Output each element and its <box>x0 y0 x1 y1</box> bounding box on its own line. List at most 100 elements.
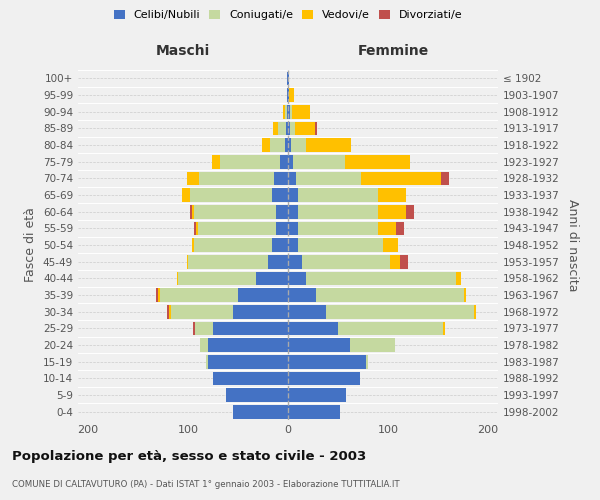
Bar <box>290 105 292 118</box>
Bar <box>288 288 316 302</box>
Bar <box>406 205 414 218</box>
Bar <box>213 322 288 335</box>
Bar <box>256 272 288 285</box>
Bar <box>233 405 288 418</box>
Bar <box>288 388 346 402</box>
Text: Maschi: Maschi <box>156 44 210 59</box>
Bar <box>198 222 276 235</box>
Bar <box>288 272 306 285</box>
Bar <box>474 305 476 318</box>
Bar <box>298 222 378 235</box>
Text: Femmine: Femmine <box>358 44 428 59</box>
Text: COMUNE DI CALTAVUTURO (PA) - Dati ISTAT 1° gennaio 2003 - Elaborazione TUTTITALI: COMUNE DI CALTAVUTURO (PA) - Dati ISTAT … <box>12 480 400 489</box>
Bar <box>378 222 396 235</box>
Bar <box>361 172 441 185</box>
Bar <box>285 105 287 118</box>
Bar <box>276 205 288 218</box>
Bar <box>286 122 288 135</box>
Bar <box>288 72 289 85</box>
Bar <box>287 72 288 85</box>
Bar <box>378 188 406 202</box>
Bar <box>338 322 443 335</box>
Bar <box>208 338 288 352</box>
Y-axis label: Anni di nascita: Anni di nascita <box>566 198 579 291</box>
Bar <box>288 88 289 102</box>
Bar <box>208 355 288 368</box>
Bar <box>288 105 290 118</box>
Bar <box>238 288 288 302</box>
Bar <box>194 205 276 218</box>
Bar <box>326 305 474 318</box>
Bar <box>280 155 288 168</box>
Bar <box>192 238 194 252</box>
Bar <box>350 338 395 352</box>
Bar <box>316 288 464 302</box>
Bar <box>206 355 208 368</box>
Bar <box>302 255 390 268</box>
Bar <box>287 88 288 102</box>
Bar <box>288 372 360 385</box>
Bar <box>295 122 315 135</box>
Bar <box>226 388 288 402</box>
Bar <box>194 222 196 235</box>
Bar <box>193 322 195 335</box>
Bar <box>288 305 326 318</box>
Bar <box>276 222 288 235</box>
Bar <box>296 172 361 185</box>
Bar <box>288 122 290 135</box>
Bar <box>315 122 317 135</box>
Bar <box>274 172 288 185</box>
Bar <box>158 288 160 302</box>
Bar <box>288 222 298 235</box>
Bar <box>278 122 286 135</box>
Bar <box>289 88 294 102</box>
Bar <box>220 155 280 168</box>
Bar <box>288 155 293 168</box>
Bar <box>400 255 408 268</box>
Bar <box>306 138 351 152</box>
Bar <box>283 105 285 118</box>
Bar <box>292 105 310 118</box>
Bar <box>306 272 456 285</box>
Bar <box>233 305 288 318</box>
Bar <box>443 322 445 335</box>
Bar <box>272 188 288 202</box>
Bar <box>456 272 461 285</box>
Bar <box>178 272 256 285</box>
Bar <box>291 138 306 152</box>
Bar <box>288 405 340 418</box>
Bar <box>288 238 298 252</box>
Bar <box>169 305 171 318</box>
Bar <box>196 222 198 235</box>
Bar <box>287 105 288 118</box>
Bar <box>288 322 338 335</box>
Bar <box>272 238 288 252</box>
Bar <box>212 155 220 168</box>
Bar <box>390 255 400 268</box>
Bar <box>464 288 466 302</box>
Bar <box>188 255 268 268</box>
Bar <box>187 172 199 185</box>
Text: Popolazione per età, sesso e stato civile - 2003: Popolazione per età, sesso e stato civil… <box>12 450 366 463</box>
Bar <box>383 238 398 252</box>
Bar <box>441 172 449 185</box>
Bar <box>268 255 288 268</box>
Bar <box>288 188 298 202</box>
Bar <box>156 288 158 302</box>
Bar <box>160 288 238 302</box>
Bar <box>345 155 410 168</box>
Bar <box>288 255 302 268</box>
Bar <box>288 138 291 152</box>
Bar <box>199 172 274 185</box>
Bar <box>288 172 296 185</box>
Bar <box>182 188 190 202</box>
Bar <box>298 188 378 202</box>
Bar <box>293 155 345 168</box>
Bar <box>192 205 194 218</box>
Bar <box>177 272 178 285</box>
Y-axis label: Fasce di età: Fasce di età <box>25 208 37 282</box>
Bar <box>167 305 169 318</box>
Bar <box>396 222 404 235</box>
Bar <box>298 238 383 252</box>
Bar <box>187 255 188 268</box>
